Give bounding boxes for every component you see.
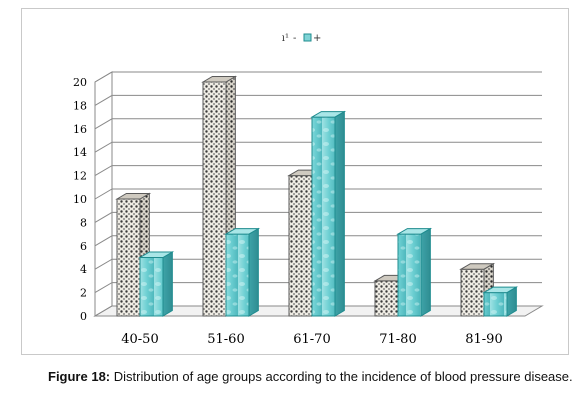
bar-front	[225, 233, 250, 317]
bar	[138, 251, 175, 317]
legend-swatch-plus	[303, 33, 312, 42]
y-tick-label: 20	[73, 76, 87, 89]
bar-top	[482, 286, 519, 294]
bar-front	[202, 81, 227, 317]
y-tick-label: 0	[80, 310, 87, 323]
bar-top	[138, 251, 175, 258]
bar-top	[224, 228, 261, 235]
bar-chart: 0 2 4 6 8 10 12 14 16 18 20 40-50 51-60 61-70 71-80 81-…	[73, 33, 544, 347]
bar-front	[374, 280, 399, 317]
y-tick-label: 18	[73, 99, 87, 112]
bar-top	[459, 263, 496, 270]
legend: ı¹ - +	[282, 33, 322, 44]
y-tick-label: 4	[80, 263, 87, 276]
gridline	[94, 71, 542, 83]
bar	[310, 110, 347, 317]
y-tick-label: 14	[73, 146, 87, 159]
x-tick-label: 51-60	[207, 332, 244, 347]
bar-top	[310, 111, 347, 118]
legend-label-minus: -	[293, 33, 296, 44]
bar-front	[139, 257, 164, 317]
gridline	[94, 165, 542, 177]
bar	[396, 227, 433, 317]
figure-caption: Figure 18: Distribution of age groups ac…	[48, 367, 578, 387]
gridline	[94, 118, 542, 130]
y-tick-label: 10	[73, 193, 87, 206]
y-tick-label: 2	[80, 287, 87, 300]
caption-label: Figure 18:	[48, 369, 111, 384]
bar-front	[397, 233, 422, 317]
bar	[482, 286, 519, 317]
x-tick-label: 81-90	[465, 332, 502, 347]
gridline	[94, 94, 542, 106]
y-tick-label: 12	[73, 170, 87, 183]
legend-label-plus: +	[313, 33, 321, 44]
gridline	[94, 188, 542, 200]
bar-front	[311, 116, 336, 317]
bar-side	[162, 251, 173, 317]
bar-front	[288, 175, 313, 317]
bar	[224, 227, 261, 317]
gridline	[94, 141, 542, 153]
bar-side	[420, 227, 431, 317]
bar-front	[116, 198, 141, 317]
bar-front	[460, 268, 485, 317]
x-tick-label: 40-50	[121, 332, 158, 347]
bar-top	[115, 193, 152, 200]
bar-side	[248, 227, 259, 317]
y-tick-label: 6	[80, 240, 87, 253]
caption-text: Distribution of age groups according to …	[110, 369, 573, 384]
x-tick-label: 61-70	[293, 332, 330, 347]
bar-side	[334, 110, 345, 317]
bar-front	[483, 292, 508, 317]
y-tick-label: 8	[80, 216, 87, 229]
y-tick-label: 16	[73, 123, 87, 136]
gridline	[94, 211, 542, 223]
x-tick-label: 71-80	[379, 332, 416, 347]
bar-top	[396, 228, 433, 235]
bar-top	[201, 76, 238, 83]
legend-prefix: ı¹	[282, 33, 289, 44]
